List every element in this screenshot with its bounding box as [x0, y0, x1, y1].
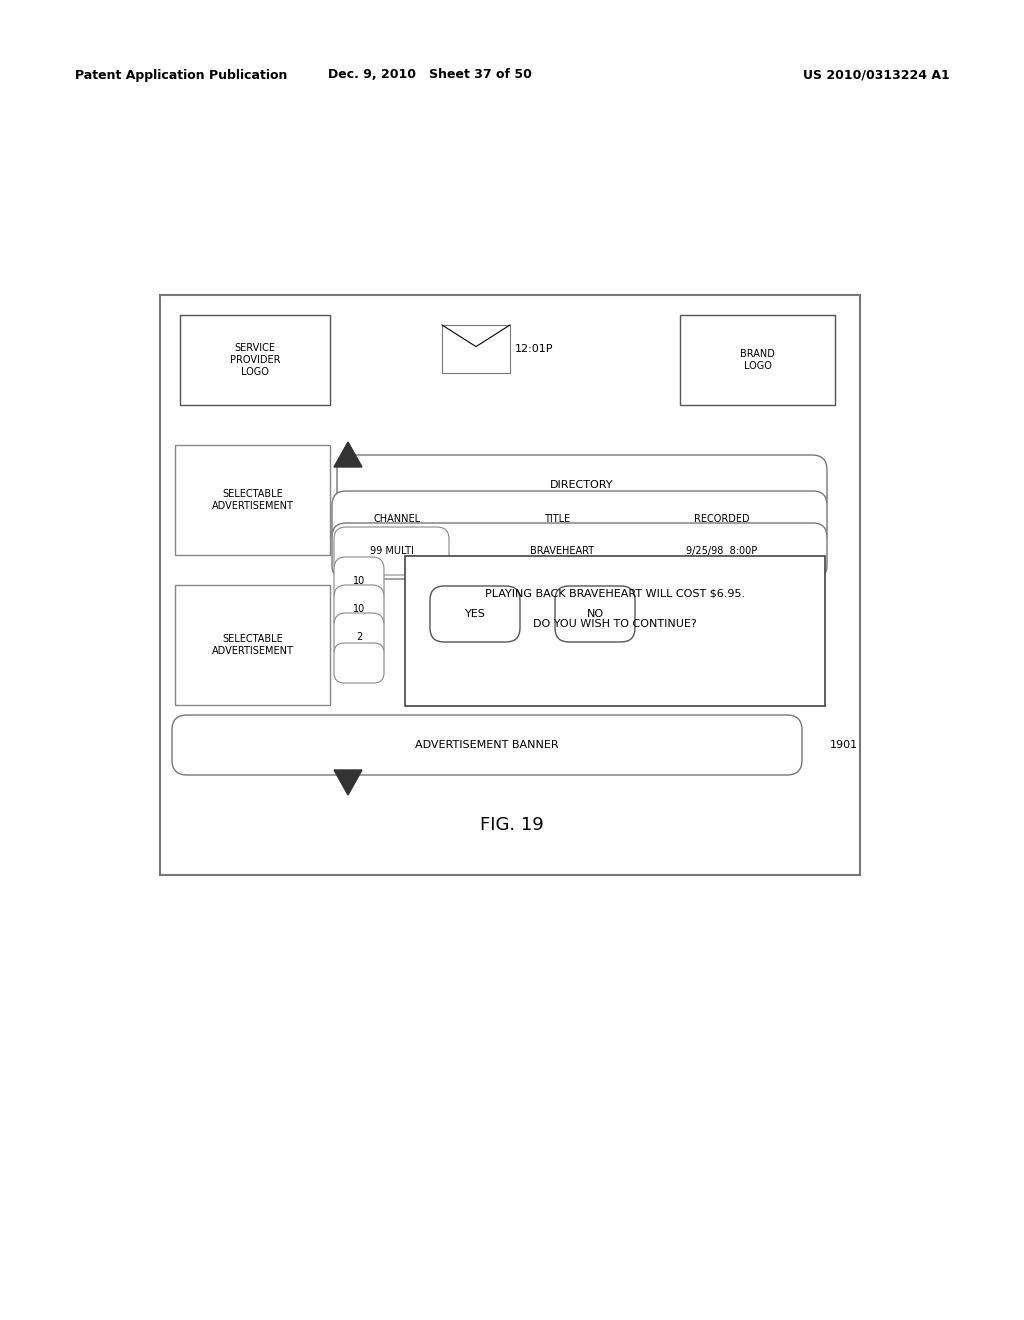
Text: 10: 10 [353, 605, 366, 614]
FancyBboxPatch shape [334, 643, 384, 682]
Text: RECORDED: RECORDED [694, 513, 750, 524]
Text: 10: 10 [353, 576, 366, 586]
Bar [180, 315, 330, 405]
Text: PLAYING BACK BRAVEHEART WILL COST $6.95.: PLAYING BACK BRAVEHEART WILL COST $6.95. [485, 589, 745, 599]
Text: YES: YES [465, 609, 485, 619]
Text: SERVICE
PROVIDER
LOGO: SERVICE PROVIDER LOGO [229, 343, 281, 376]
FancyBboxPatch shape [555, 586, 635, 642]
Text: Dec. 9, 2010   Sheet 37 of 50: Dec. 9, 2010 Sheet 37 of 50 [328, 69, 531, 82]
Text: 2: 2 [356, 632, 362, 642]
FancyBboxPatch shape [334, 557, 384, 605]
Polygon shape [334, 770, 362, 795]
FancyBboxPatch shape [430, 586, 520, 642]
Text: FIG. 19: FIG. 19 [480, 816, 544, 834]
FancyBboxPatch shape [332, 491, 827, 546]
Text: SELECTABLE
ADVERTISEMENT: SELECTABLE ADVERTISEMENT [212, 634, 294, 656]
FancyBboxPatch shape [334, 527, 449, 576]
Text: BRAND
LOGO: BRAND LOGO [740, 350, 775, 371]
FancyBboxPatch shape [172, 715, 802, 775]
Bar [175, 585, 330, 705]
Text: CHANNEL: CHANNEL [374, 513, 421, 524]
Text: SELECTABLE
ADVERTISEMENT: SELECTABLE ADVERTISEMENT [212, 490, 294, 511]
FancyBboxPatch shape [337, 455, 827, 515]
Polygon shape [334, 442, 362, 467]
Text: NO: NO [587, 609, 603, 619]
FancyBboxPatch shape [334, 612, 384, 661]
Bar [175, 445, 330, 554]
Text: TITLE: TITLE [544, 513, 570, 524]
Text: 9/25/98  8:00P: 9/25/98 8:00P [686, 546, 758, 556]
Text: DO YOU WISH TO CONTINUE?: DO YOU WISH TO CONTINUE? [534, 619, 697, 630]
Text: 1901: 1901 [829, 741, 858, 750]
Bar [160, 294, 860, 875]
Text: 99 MULTI: 99 MULTI [370, 546, 414, 556]
Text: DIRECTORY: DIRECTORY [550, 480, 613, 490]
Text: ADVERTISEMENT BANNER: ADVERTISEMENT BANNER [415, 741, 559, 750]
Text: US 2010/0313224 A1: US 2010/0313224 A1 [803, 69, 950, 82]
Text: 12:01P: 12:01P [515, 345, 554, 354]
Bar [406, 556, 825, 706]
Text: Patent Application Publication: Patent Application Publication [75, 69, 288, 82]
FancyBboxPatch shape [334, 585, 384, 634]
Text: BRAVEHEART: BRAVEHEART [530, 546, 594, 556]
Bar [442, 325, 510, 374]
FancyBboxPatch shape [332, 523, 827, 579]
Bar [680, 315, 835, 405]
